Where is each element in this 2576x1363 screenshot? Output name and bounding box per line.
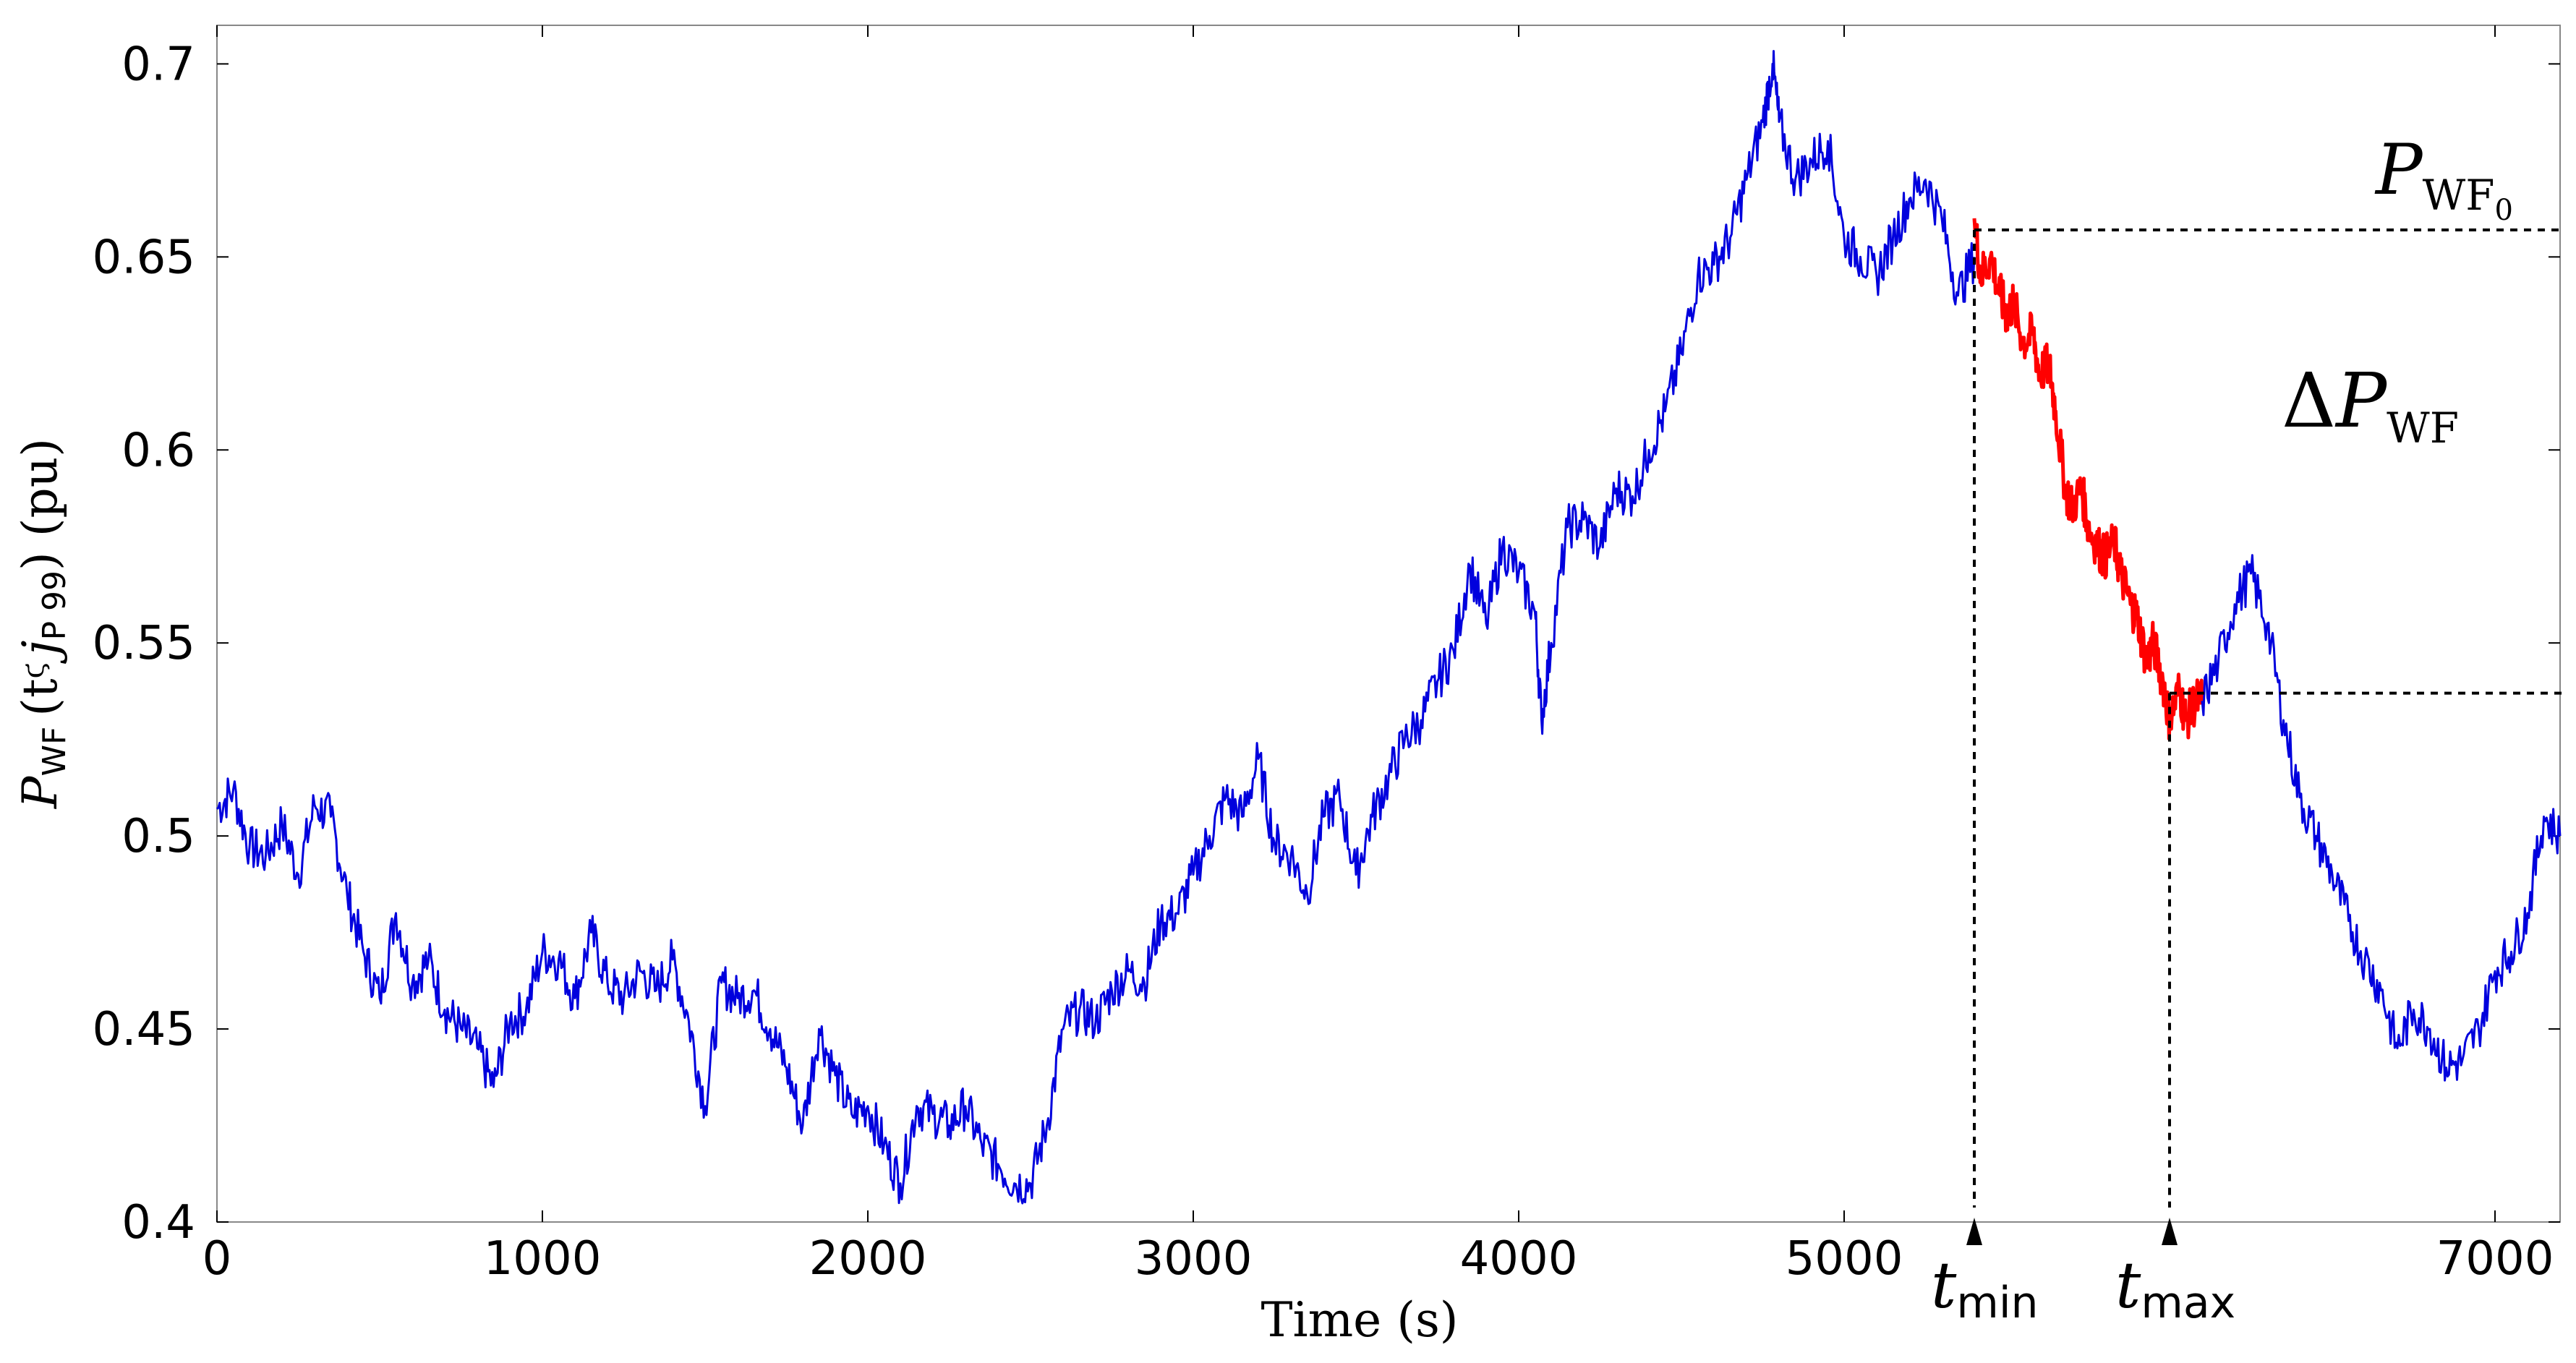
y-tick-label: 0.45 [93, 1003, 196, 1056]
annotation-tmax: tmax [2115, 1248, 2235, 1328]
x-tick-label: 0 [202, 1232, 232, 1286]
tmax-arrow [2162, 1218, 2178, 1245]
annotation-tmin: tmin [1931, 1248, 2039, 1328]
annotation-pwf0: PWF0 [2374, 129, 2513, 227]
tmin-arrow [1966, 1218, 1982, 1245]
y-label-base: P [12, 775, 68, 809]
y-label-jsub: P 99 [36, 571, 73, 641]
pwf0-subsub: 0 [2494, 194, 2512, 227]
pwf0-sub: WF [2423, 171, 2495, 220]
plot-frame [216, 25, 2561, 1223]
y-axis-ticks: 0.4 0.45 0.5 0.55 0.6 0.65 0.7 [93, 38, 2560, 1249]
x-axis-label: Time (s) [1261, 1292, 1458, 1348]
reference-lines [1966, 228, 2562, 1245]
x-tick-label: 5000 [1786, 1232, 1903, 1286]
x-tick-label: 7000 [2436, 1232, 2554, 1286]
y-tick-label: 0.5 [121, 810, 195, 863]
delta-base: P [2334, 356, 2388, 445]
series-layer [216, 50, 2562, 1205]
series-line-3 [2201, 554, 2562, 1082]
x-tick-label: 2000 [809, 1232, 927, 1286]
x-axis-ticks: 0 1000 2000 3000 4000 5000 7000 [202, 25, 2554, 1286]
y-axis-label: PWF(tϛjP 99) (pu) [12, 438, 73, 809]
y-tick-label: 0.55 [93, 617, 196, 670]
series-line-2 [1972, 218, 2204, 741]
x-tick-label: 1000 [484, 1232, 602, 1286]
tmin-base: t [1931, 1248, 1957, 1323]
y-tick-label: 0.7 [121, 38, 195, 91]
y-label-sub: WF [36, 727, 73, 777]
y-tick-label: 0.65 [93, 231, 196, 284]
pwf0-base: P [2374, 129, 2423, 210]
y-label-args: (t [12, 678, 68, 716]
y-tick-label: 0.4 [121, 1196, 195, 1249]
tmax-base: t [2115, 1248, 2141, 1323]
tmax-sub: max [2141, 1278, 2235, 1328]
delta-sym: Δ [2282, 356, 2336, 445]
x-tick-label: 4000 [1460, 1232, 1578, 1286]
y-label-glyph: ϛ [17, 662, 51, 678]
y-axis-label-text: PWF(tϛjP 99) (pu) [12, 438, 73, 809]
annotation-delta-pwf: ΔPWF [2282, 356, 2459, 453]
x-tick-label: 3000 [1135, 1232, 1253, 1286]
delta-sub: WF [2387, 403, 2459, 453]
tmin-sub: min [1956, 1278, 2038, 1328]
series-line-1 [216, 50, 1976, 1205]
y-tick-label: 0.6 [121, 424, 195, 477]
y-label-tail: ) (pu) [12, 438, 68, 571]
